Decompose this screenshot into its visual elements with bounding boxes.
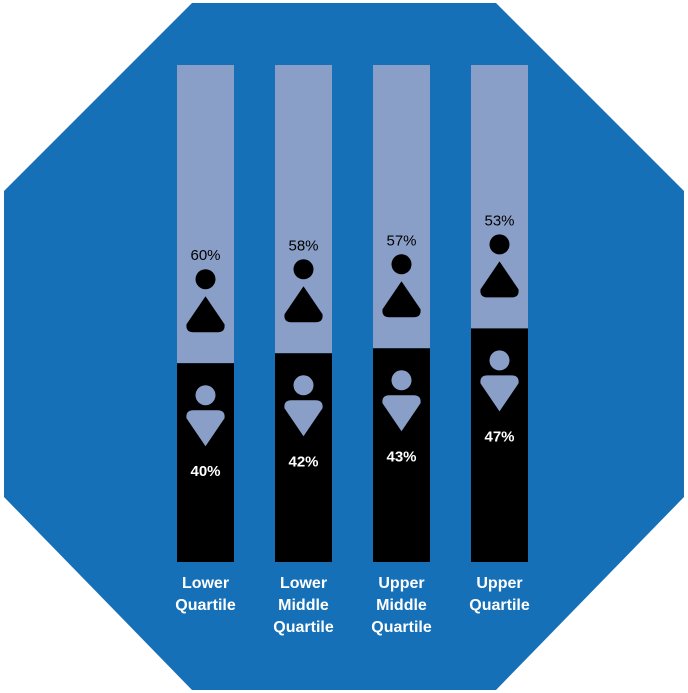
bottom-percent-label: 40% xyxy=(190,463,220,480)
category-label-line: Quartile xyxy=(273,619,334,636)
person-triangle-down-icon-head xyxy=(489,350,510,371)
category-label: Upper Quartile xyxy=(469,575,530,614)
category-label-line: Middle xyxy=(278,597,329,614)
category-label-line: Upper xyxy=(378,575,424,592)
person-triangle-up-icon-body xyxy=(382,281,421,318)
top-percent-label: 60% xyxy=(190,247,220,264)
category-label: Lower Middle Quartile xyxy=(273,575,334,636)
top-percent-label: 57% xyxy=(386,232,416,249)
category-label-line: Lower xyxy=(280,575,327,592)
person-triangle-up-icon-head xyxy=(195,269,216,290)
person-triangle-down-icon-body xyxy=(480,375,519,412)
person-triangle-down-icon-body xyxy=(186,410,225,447)
person-triangle-down-icon-head xyxy=(293,375,314,396)
category-label-line: Lower xyxy=(182,575,229,592)
person-triangle-up-icon-head xyxy=(391,254,412,275)
category-label-line: Quartile xyxy=(175,597,236,614)
person-triangle-up-icon-body xyxy=(480,261,519,298)
person-triangle-down-icon-head xyxy=(195,385,216,406)
category-label: Upper Middle Quartile xyxy=(371,575,432,636)
person-triangle-up-icon-head xyxy=(489,234,510,255)
category-label-line: Quartile xyxy=(469,597,530,614)
top-percent-label: 58% xyxy=(288,237,318,254)
category-label-line: Quartile xyxy=(371,619,432,636)
bottom-percent-label: 42% xyxy=(288,453,318,470)
bottom-percent-label: 43% xyxy=(386,448,416,465)
person-triangle-down-icon-body xyxy=(382,395,421,432)
category-label-line: Upper xyxy=(476,575,522,592)
category-label: Lower Quartile xyxy=(175,575,236,614)
top-percent-label: 53% xyxy=(484,212,514,229)
person-triangle-up-icon-body xyxy=(284,286,323,323)
person-triangle-down-icon-head xyxy=(391,370,412,391)
bottom-percent-label: 47% xyxy=(484,428,514,445)
octagon-background xyxy=(4,3,684,690)
person-triangle-up-icon-head xyxy=(293,259,314,280)
category-label-line: Middle xyxy=(376,597,427,614)
person-triangle-up-icon-body xyxy=(186,296,225,333)
person-triangle-down-icon-body xyxy=(284,400,323,437)
